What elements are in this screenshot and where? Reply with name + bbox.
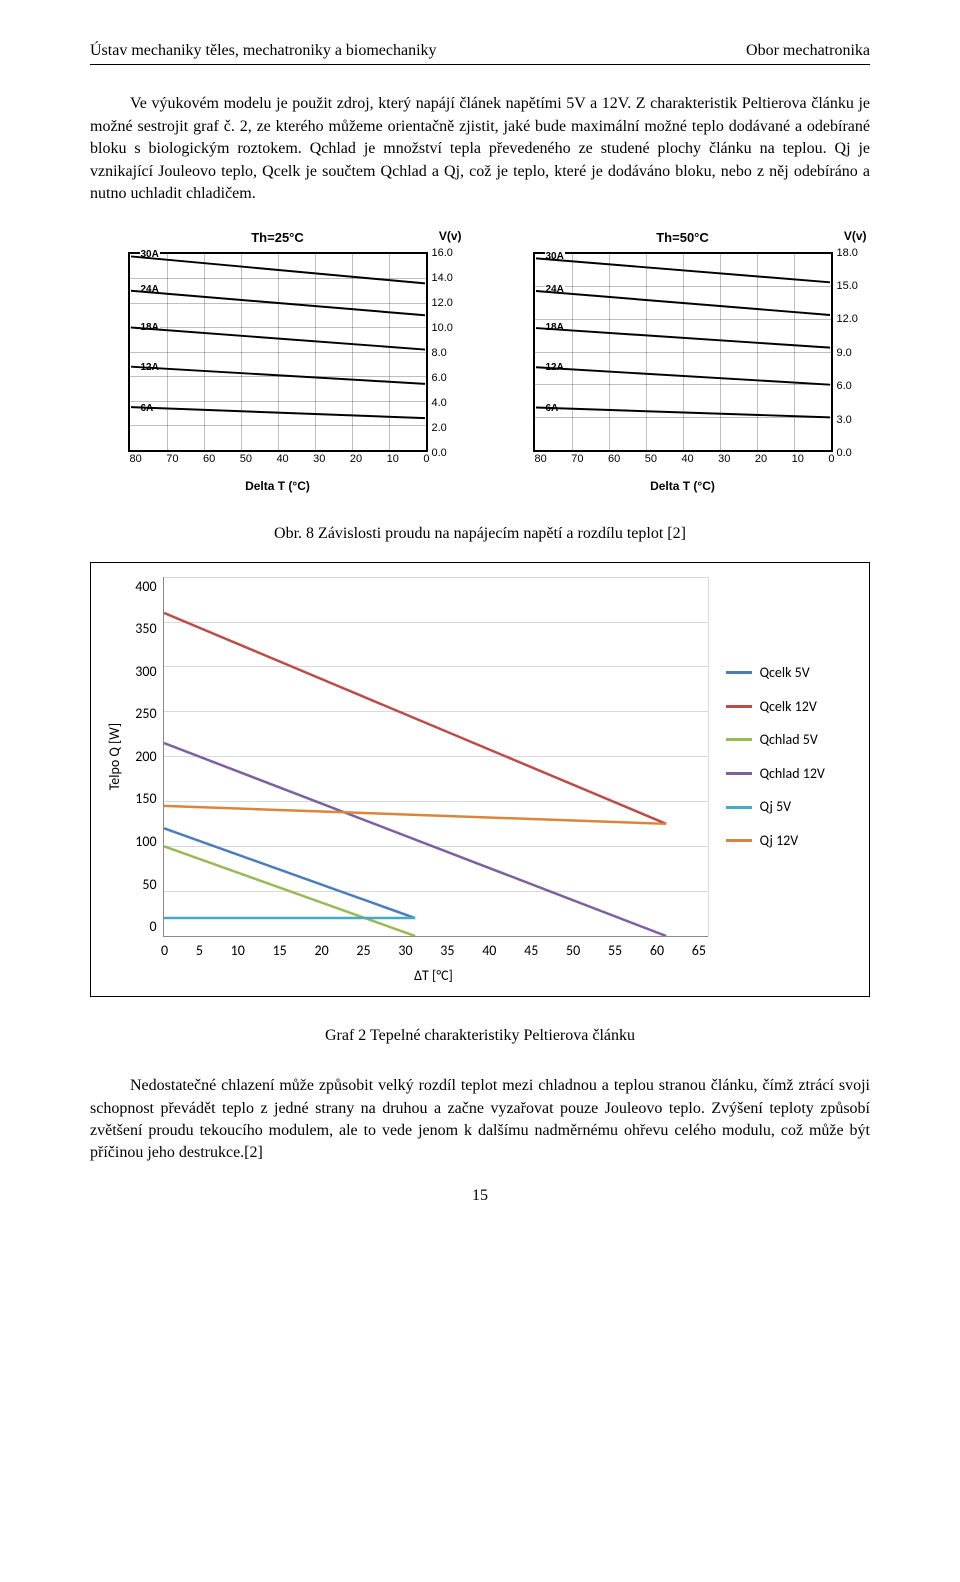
scan-panel-title: Th=50°C [656,229,709,247]
scan-panel-title: Th=25°C [251,229,304,247]
scan-plot: 30A24A18A12A6A18.015.012.09.06.03.00.0V(… [533,252,833,452]
xtick: 10 [231,941,245,961]
legend-swatch [726,671,752,674]
chart-plot-area [163,577,708,937]
xtick: 30 [398,941,412,961]
scan-panel: Th=25°C 30A24A18A12A6A16.014.012.010.08.0… [90,229,465,499]
paragraph-1: Ve výukovém modelu je použit zdroj, kter… [90,93,870,205]
figure-caption-2: Graf 2 Tepelné charakteristiky Peltierov… [90,1025,870,1047]
legend-label: Qj 12V [760,831,799,851]
legend-item: Qcelk 5V [726,663,825,683]
legend-label: Qchlad 5V [760,730,818,750]
page-header: Ústav mechaniky těles, mechatroniky a bi… [90,40,870,65]
legend-label: Qj 5V [760,797,792,817]
page-number: 15 [90,1185,870,1207]
legend-label: Qcelk 12V [760,697,817,717]
figure-caption-1: Obr. 8 Závislosti proudu na napájecím na… [90,523,870,545]
legend-label: Qchlad 12V [760,764,825,784]
main-chart: Telpo Q [W] 400350300250200150100500 Qce… [90,562,870,997]
ytick: 350 [129,619,157,639]
ytick: 250 [129,704,157,724]
scan-xlabel: Delta T (°C) [245,478,310,495]
xtick: 40 [482,941,496,961]
ytick: 0 [129,917,157,937]
chart-legend: Qcelk 5V Qcelk 12V Qchlad 5V Qchlad 12V Qj 5… [708,577,825,937]
legend-item: Qchlad 5V [726,730,825,750]
xtick: 55 [608,941,622,961]
xtick: 60 [650,941,664,961]
paragraph-2: Nedostatečné chlazení může způsobit velk… [90,1075,870,1165]
xtick: 65 [692,941,706,961]
legend-swatch [726,772,752,775]
ytick: 200 [129,747,157,767]
legend-item: Qchlad 12V [726,764,825,784]
legend-swatch [726,839,752,842]
xtick: 15 [273,941,287,961]
xtick: 25 [356,941,370,961]
chart-yaxis: 400 350 300 250 200 150 100 50 0 [129,577,163,937]
ytick: 300 [129,662,157,682]
ytick: 100 [129,832,157,852]
legend-swatch [726,738,752,741]
header-left: Ústav mechaniky těles, mechatroniky a bi… [90,40,437,62]
legend-label: Qcelk 5V [760,663,810,683]
xtick: 50 [566,941,580,961]
chart-ylabel: Telpo Q [W] [101,723,129,790]
xtick: 45 [524,941,538,961]
scan-plot: 30A24A18A12A6A16.014.012.010.08.06.04.02… [128,252,428,452]
legend-item: Qj 5V [726,797,825,817]
scan-xlabel: Delta T (°C) [650,478,715,495]
legend-item: Qj 12V [726,831,825,851]
chart-xlabel: ΔT [°C] [161,966,706,986]
legend-item: Qcelk 12V [726,697,825,717]
chart-xaxis: 0 5 10 15 20 25 30 35 40 45 50 55 60 65 [161,937,706,961]
ytick: 150 [129,789,157,809]
legend-swatch [726,705,752,708]
xtick: 20 [315,941,329,961]
scan-panel: Th=50°C 30A24A18A12A6A18.015.012.09.06.03… [495,229,870,499]
ytick: 50 [129,875,157,895]
xtick: 0 [161,941,168,961]
scanned-figure: Th=25°C 30A24A18A12A6A16.014.012.010.08.0… [90,219,870,509]
xtick: 5 [196,941,203,961]
ytick: 400 [129,577,157,597]
header-right: Obor mechatronika [746,40,870,62]
legend-swatch [726,806,752,809]
xtick: 35 [440,941,454,961]
